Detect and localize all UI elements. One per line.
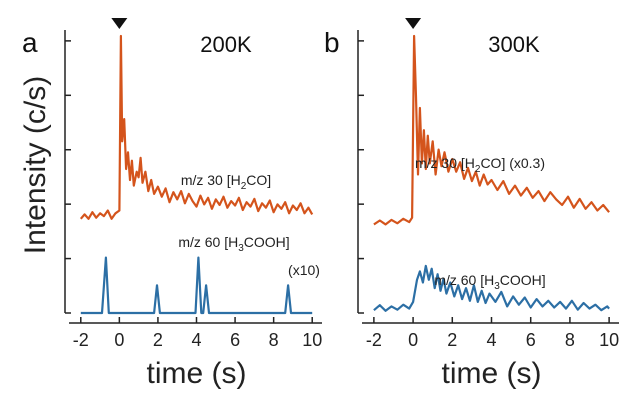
temperature-label: 300K <box>488 32 540 57</box>
x-tick-label: 4 <box>191 330 201 350</box>
x-tick-label: 6 <box>230 330 240 350</box>
series-label-hcooh: m/z 60 [H3COOH] <box>434 272 545 292</box>
x-tick-label: 0 <box>408 330 418 350</box>
x-tick-label: 6 <box>526 330 536 350</box>
x-tick-label: 8 <box>565 330 575 350</box>
series-label-extra: (x10) <box>288 262 320 278</box>
y-axis-label: Intensity (c/s) <box>19 76 52 254</box>
series-label-hcooh: m/z 60 [H3COOH] <box>178 234 289 254</box>
arrow-down-icon <box>111 18 128 29</box>
panel-letter: b <box>324 27 340 58</box>
series-line-h2co <box>79 34 314 220</box>
x-tick-label: 8 <box>269 330 279 350</box>
x-tick-label: 2 <box>447 330 457 350</box>
series-label-h2co: m/z 30 [H2CO] <box>181 172 271 192</box>
x-axis-label: time (s) <box>147 357 247 390</box>
arrow-down-icon <box>405 18 422 29</box>
series-line-hcooh <box>373 264 610 312</box>
panel-b: -2 0 2 4 6 8 10 time (s) b 300K m/z 30 [H2CO] (x0.… <box>324 18 619 390</box>
panel-letter: a <box>22 27 38 58</box>
x-tick-label: 10 <box>302 330 322 350</box>
temperature-label: 200K <box>200 32 252 57</box>
x-tick-label: 10 <box>599 330 619 350</box>
series-line-hcooh <box>80 256 313 315</box>
x-tick-label: 4 <box>486 330 496 350</box>
x-tick-label: 2 <box>153 330 163 350</box>
x-tick-label: -2 <box>73 330 89 350</box>
panel-a: -2 0 2 4 6 8 10 time (s) a 200K m/z 30 [H2CO] m/z 6… <box>22 18 322 390</box>
series-label-h2co: m/z 30 [H2CO] (x0.3) <box>415 155 545 175</box>
series-line-h2co <box>373 34 610 226</box>
x-tick-label: 0 <box>114 330 124 350</box>
x-tick-label: -2 <box>366 330 382 350</box>
x-axis-label: time (s) <box>442 357 542 390</box>
